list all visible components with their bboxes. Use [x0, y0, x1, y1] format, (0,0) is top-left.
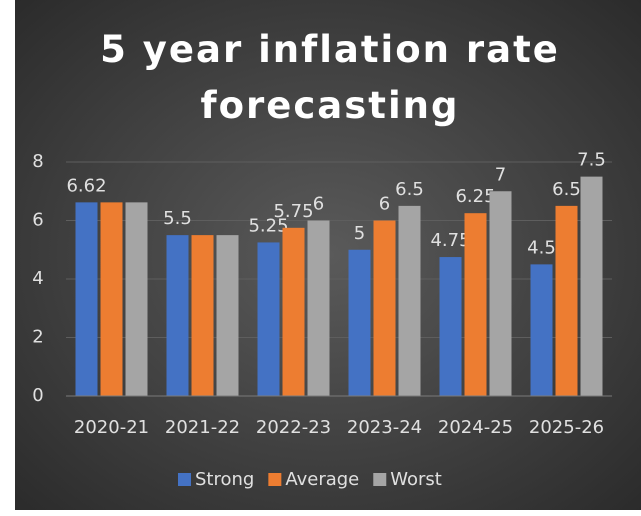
x-tick-label: 2025-26	[529, 417, 604, 438]
bar	[530, 264, 553, 396]
bar	[489, 191, 512, 396]
x-tick-label: 2023-24	[347, 417, 422, 438]
bar	[398, 205, 421, 396]
bar	[257, 242, 280, 396]
data-label: 4.75	[430, 230, 470, 251]
bar	[216, 235, 239, 396]
bar	[348, 249, 371, 396]
bar	[125, 202, 148, 396]
bar	[464, 213, 487, 396]
data-label: 5.5	[163, 208, 192, 229]
data-label: 4.5	[527, 237, 556, 258]
bar	[580, 176, 603, 396]
legend-label: Average	[285, 469, 359, 490]
x-tick-label: 2021-22	[165, 417, 240, 438]
data-label: 5	[354, 223, 365, 244]
bar	[439, 257, 462, 396]
bar	[373, 220, 396, 396]
data-label: 5.25	[248, 215, 288, 236]
x-tick-label: 2022-23	[256, 417, 331, 438]
data-label: 5.75	[273, 201, 313, 222]
bar	[166, 235, 189, 396]
data-label: 7.5	[577, 150, 606, 171]
bar	[307, 220, 330, 396]
legend-label: Worst	[390, 469, 442, 490]
data-label: 6.62	[66, 175, 106, 196]
y-tick-label: 4	[32, 268, 43, 289]
legend-swatch	[178, 473, 191, 486]
bar	[555, 205, 578, 396]
y-tick-label: 8	[32, 151, 43, 172]
chart-title: 5 year inflation rate forecasting	[100, 28, 560, 127]
bar	[75, 202, 98, 396]
y-tick-label: 6	[32, 210, 43, 231]
data-label: 6	[313, 194, 324, 215]
data-label: 7	[495, 164, 506, 185]
bar	[100, 202, 123, 396]
legend-swatch	[268, 473, 282, 486]
data-label: 6	[379, 194, 390, 215]
y-tick-label: 0	[32, 385, 43, 406]
data-label: 6.5	[552, 179, 581, 200]
legend-swatch	[373, 473, 387, 486]
x-tick-label: 2024-25	[438, 417, 513, 438]
y-tick-label: 2	[32, 327, 43, 348]
bar	[191, 235, 214, 396]
x-tick-label: 2020-21	[74, 417, 149, 438]
bar	[282, 227, 305, 396]
data-label: 6.25	[455, 186, 495, 207]
data-label: 6.5	[395, 179, 424, 200]
legend-label: Strong	[195, 469, 254, 490]
